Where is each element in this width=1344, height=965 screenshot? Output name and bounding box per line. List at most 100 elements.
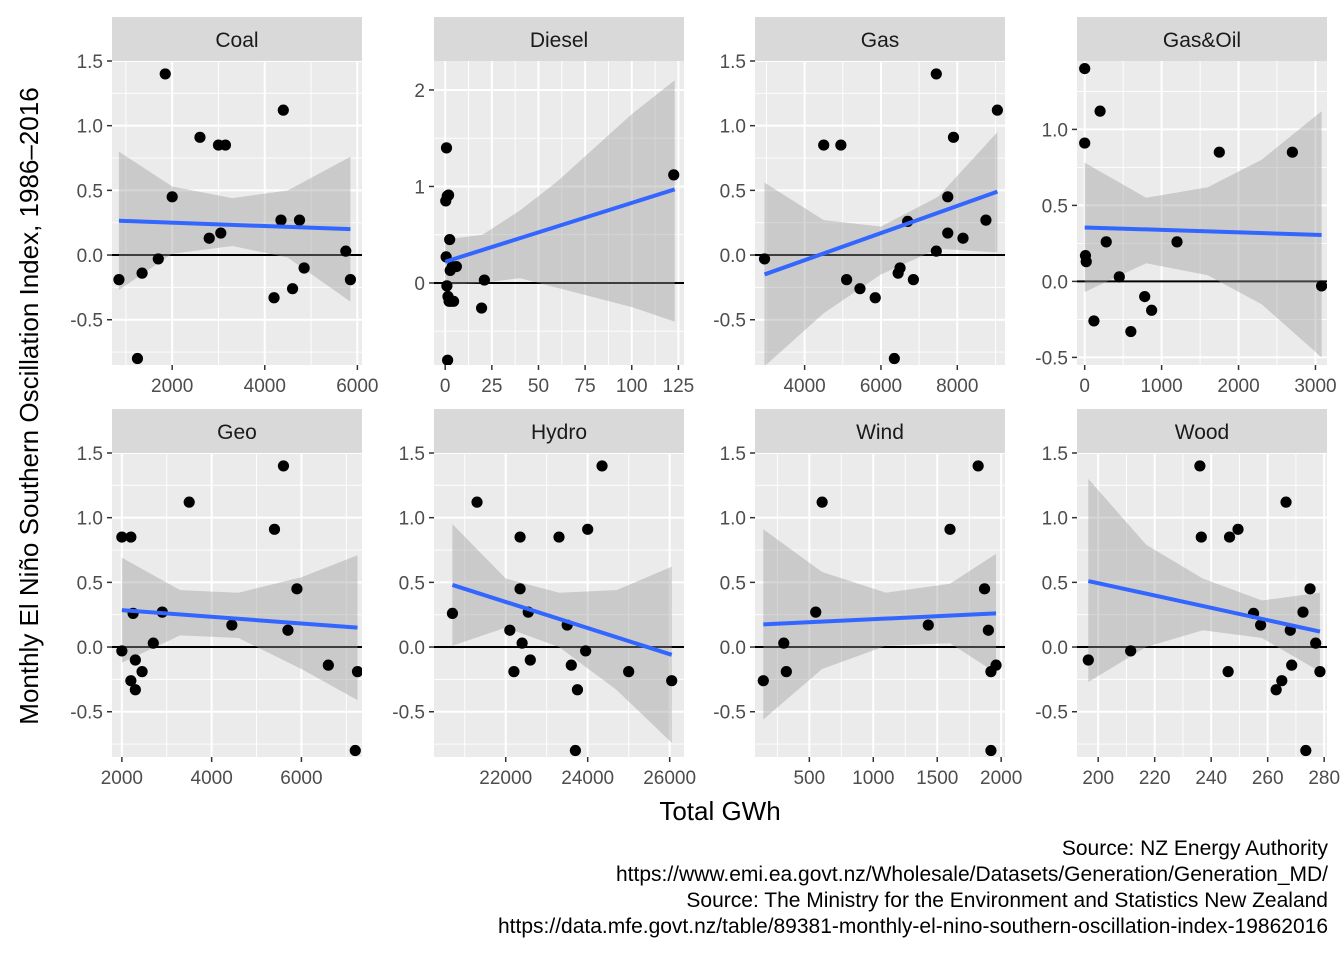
data-point bbox=[1232, 523, 1244, 535]
facet-strip-label: Coal bbox=[215, 29, 258, 52]
data-point bbox=[1286, 659, 1298, 671]
data-point bbox=[816, 496, 828, 508]
facet-wood: Wood -0.5 0.0 0.5 1.0 1.5 200 220 240 260 280 bbox=[1035, 409, 1340, 789]
data-point bbox=[441, 280, 453, 292]
data-point bbox=[835, 139, 847, 151]
x-tick-label: 2000 bbox=[101, 768, 143, 789]
data-point bbox=[226, 619, 238, 631]
data-point bbox=[944, 523, 956, 535]
data-point bbox=[277, 104, 289, 116]
data-point bbox=[957, 232, 969, 244]
facet-gas-oil: Gas&Oil -0.5 0.0 0.5 1.0 0 1000 2000 3000 bbox=[1035, 17, 1337, 397]
data-point bbox=[985, 744, 997, 757]
data-point bbox=[780, 666, 792, 678]
y-tick-label: -0.5 bbox=[1035, 348, 1068, 369]
regression-line bbox=[763, 189, 999, 277]
x-tick-label: 0 bbox=[1079, 376, 1090, 397]
x-tick-label: 280 bbox=[1308, 768, 1340, 789]
data-point bbox=[136, 666, 148, 678]
panel-background bbox=[112, 453, 362, 757]
data-point bbox=[1276, 675, 1288, 687]
facet-strip bbox=[112, 409, 362, 453]
x-tick-label: 2000 bbox=[980, 768, 1022, 789]
x-tick-label: 0 bbox=[440, 376, 451, 397]
data-point bbox=[930, 68, 942, 80]
y-tick-label: 0.5 bbox=[1042, 573, 1068, 594]
data-point bbox=[471, 496, 483, 508]
y-tick-label: 1.5 bbox=[720, 52, 746, 73]
caption-line-1: Source: NZ Energy Authority bbox=[1062, 837, 1329, 860]
y-tick-label: 0.5 bbox=[77, 573, 103, 594]
x-tick-label: 125 bbox=[663, 376, 695, 397]
y-tick-label: 1.5 bbox=[720, 444, 746, 465]
y-tick-label: -0.5 bbox=[713, 703, 746, 724]
y-tick-label: -0.5 bbox=[713, 311, 746, 332]
data-point bbox=[447, 295, 460, 307]
y-tick-label: 1.0 bbox=[399, 509, 425, 530]
data-point bbox=[1195, 531, 1207, 543]
data-point bbox=[1113, 271, 1125, 283]
x-tick-label: 260 bbox=[1252, 768, 1284, 789]
data-point bbox=[818, 139, 830, 151]
data-point bbox=[203, 232, 215, 244]
x-tick-label: 8000 bbox=[936, 376, 978, 397]
regression-line bbox=[1084, 225, 1322, 238]
data-point bbox=[286, 283, 299, 295]
data-point bbox=[125, 531, 137, 543]
confidence-ribbon bbox=[763, 529, 996, 720]
data-point bbox=[508, 666, 520, 678]
x-tick-label: 100 bbox=[616, 376, 648, 397]
x-tick-label: 200 bbox=[1082, 768, 1114, 789]
x-tick-label: 2000 bbox=[151, 376, 193, 397]
data-point bbox=[907, 274, 919, 286]
data-point bbox=[131, 352, 144, 365]
data-point bbox=[1223, 531, 1236, 543]
facet-strip bbox=[755, 17, 1005, 61]
data-point bbox=[980, 214, 992, 226]
regression-line bbox=[121, 608, 358, 630]
data-point bbox=[514, 583, 526, 595]
data-point bbox=[351, 666, 362, 678]
y-tick-label: 0 bbox=[414, 274, 425, 295]
data-point bbox=[116, 531, 128, 543]
data-point bbox=[758, 253, 771, 265]
y-tick-label: 0.5 bbox=[399, 573, 425, 594]
x-tick-label: 3000 bbox=[1294, 376, 1336, 397]
regression-line bbox=[451, 583, 673, 657]
data-point bbox=[623, 666, 635, 678]
facet-strip bbox=[1077, 17, 1327, 61]
data-point bbox=[129, 684, 141, 696]
data-point bbox=[888, 352, 900, 365]
data-point bbox=[972, 460, 984, 472]
y-tick-label: 1.5 bbox=[1042, 444, 1068, 465]
facet-strip-label: Gas&Oil bbox=[1163, 29, 1241, 52]
data-point bbox=[1146, 304, 1158, 316]
data-point bbox=[978, 583, 991, 595]
facet-strip bbox=[434, 17, 684, 61]
data-point bbox=[668, 169, 680, 181]
confidence-ribbon bbox=[764, 132, 998, 365]
data-point bbox=[1094, 105, 1106, 117]
data-point bbox=[1310, 637, 1322, 649]
data-point bbox=[1304, 583, 1316, 595]
panel-plot-area bbox=[755, 453, 1005, 757]
facet-gas: Gas -0.5 0.0 0.5 1.0 1.5 4000 6000 8000 bbox=[713, 17, 1005, 397]
x-tick-label: 6000 bbox=[336, 376, 378, 397]
data-point bbox=[930, 245, 942, 257]
data-point bbox=[1088, 315, 1100, 327]
facet-strip-label: Gas bbox=[861, 29, 900, 52]
y-tick-label: 1.5 bbox=[399, 444, 425, 465]
y-tick-label: 0.5 bbox=[1042, 196, 1068, 217]
data-point bbox=[129, 654, 141, 666]
regression-line bbox=[118, 218, 351, 232]
data-point bbox=[152, 253, 164, 265]
data-point bbox=[524, 654, 536, 666]
data-point bbox=[1213, 146, 1225, 158]
facet-strip-label: Hydro bbox=[531, 421, 587, 444]
data-point bbox=[1139, 291, 1151, 303]
y-tick-label: 1.0 bbox=[720, 509, 746, 530]
data-point bbox=[922, 619, 934, 631]
data-point bbox=[991, 104, 1003, 116]
